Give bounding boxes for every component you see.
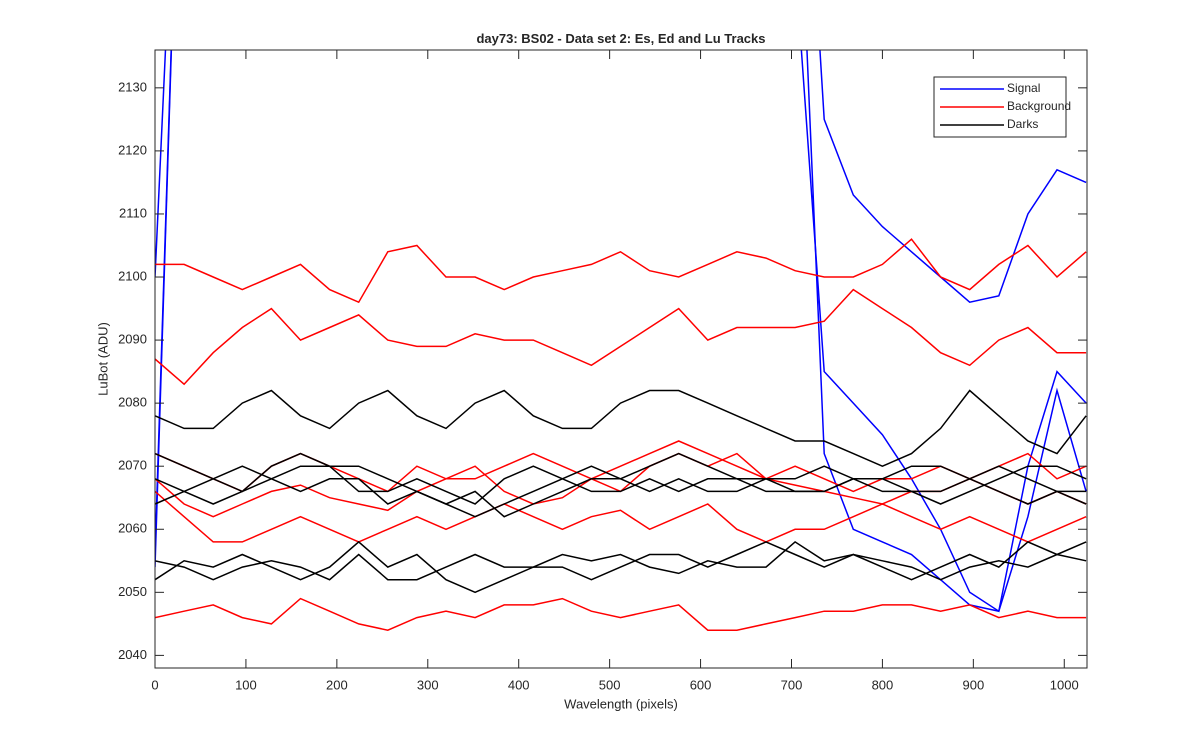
x-tick-label: 900 (962, 677, 984, 692)
series-line (155, 540, 1087, 594)
legend: Signal Background Darks (933, 76, 1071, 138)
y-tick-label: 2050 (118, 584, 147, 599)
axes-box (154, 49, 1088, 669)
x-tick-label: 800 (872, 677, 894, 692)
series-line (155, 597, 1087, 631)
y-tick-label: 2080 (118, 395, 147, 410)
series-line (155, 50, 1087, 304)
legend-label: Signal (1007, 81, 1040, 95)
series-line (155, 238, 1087, 304)
x-tick-label: 700 (781, 677, 803, 692)
x-tick-label: 500 (599, 677, 621, 692)
y-tick-label: 2060 (118, 521, 147, 536)
series-line (155, 288, 1087, 386)
y-tick-label: 2130 (118, 79, 147, 94)
x-tick-label: 1000 (1050, 677, 1079, 692)
y-tick-label: 2110 (119, 205, 147, 220)
x-tick-label: 0 (151, 677, 158, 692)
x-axis-label: Wavelength (pixels) (564, 696, 678, 711)
lines (155, 50, 1087, 631)
x-tick-label: 300 (417, 677, 439, 692)
series-line (155, 389, 1087, 468)
x-tick-label: 400 (508, 677, 530, 692)
y-tick-label: 2070 (118, 458, 147, 473)
y-tick-label: 2040 (118, 647, 147, 662)
series-line (155, 540, 1087, 581)
y-axis-label: LuBot (ADU) (95, 322, 110, 396)
x-tick-label: 600 (690, 677, 712, 692)
legend-label: Darks (1007, 117, 1038, 131)
plot-area (155, 50, 1087, 668)
series-line (155, 50, 1087, 613)
series-line (155, 465, 1087, 505)
series-line (155, 490, 1087, 543)
x-tick-label: 100 (235, 677, 257, 692)
y-tick-label: 2090 (118, 332, 147, 347)
x-tick-label: 200 (326, 677, 348, 692)
legend-label: Background (1007, 99, 1071, 113)
y-tick-label: 2120 (118, 142, 147, 157)
series-line (155, 452, 1087, 518)
y-tick-label: 2100 (118, 268, 147, 283)
chart-title: day73: BS02 - Data set 2: Es, Ed and Lu … (476, 31, 765, 46)
